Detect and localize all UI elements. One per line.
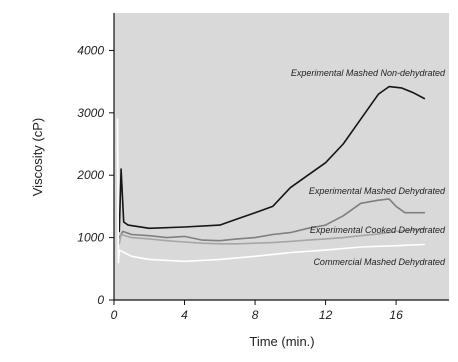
x-tick-label: 12: [319, 308, 333, 322]
x-tick-label: 8: [252, 308, 259, 322]
series-label-4: Commercial Mashed Dehydrated: [313, 257, 446, 267]
y-tick-label: 3000: [77, 106, 104, 120]
y-tick-label: 0: [97, 293, 104, 307]
y-tick-label: 2000: [76, 168, 104, 182]
series-label-layer: Experimental Mashed Non-dehydrated Experi…: [291, 68, 446, 267]
tick-layer: 0 4 8 12 16 0 1000 2000 3000 4000: [76, 43, 403, 322]
y-tick-label: 1000: [77, 231, 104, 245]
plot-area: [114, 13, 449, 300]
series-label-3: Experimental Cooked Dehydrated: [310, 225, 446, 235]
series-line-1: [118, 85, 426, 233]
y-tick-label: 4000: [77, 43, 104, 57]
series-label-2: Experimental Mashed Dehydrated: [309, 186, 446, 196]
x-tick-label: 16: [389, 308, 403, 322]
x-axis-title: Time (min.): [249, 334, 314, 349]
series-line-4: [116, 118, 426, 264]
series-line-2: [118, 198, 426, 242]
y-axis-title: Viscosity (cP): [30, 118, 45, 197]
series-line-3: [118, 228, 426, 245]
series-label-1: Experimental Mashed Non-dehydrated: [291, 68, 446, 78]
x-tick-label: 4: [181, 308, 188, 322]
x-tick-label: 0: [111, 308, 118, 322]
series-layer: [116, 85, 426, 264]
